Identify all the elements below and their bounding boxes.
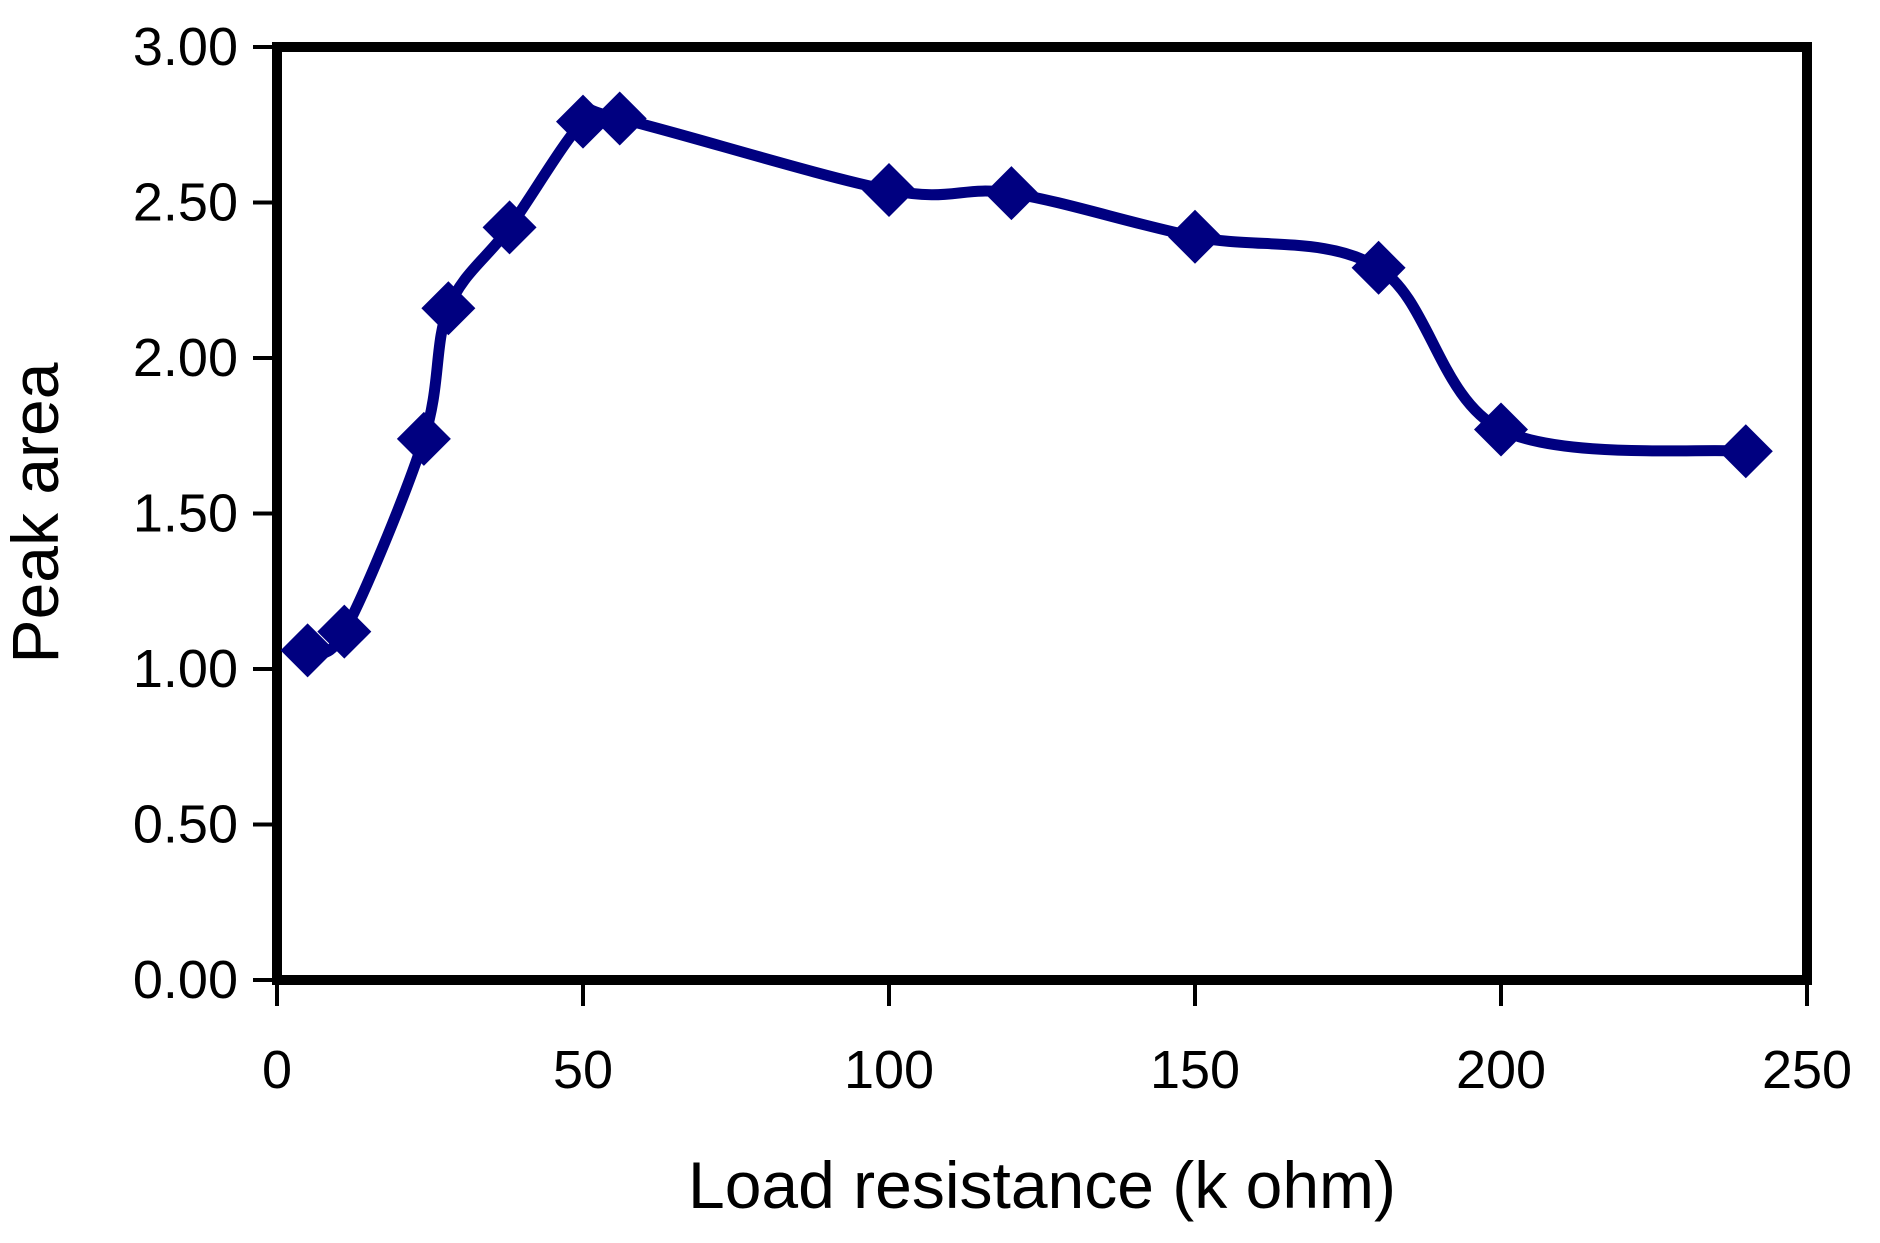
x-tick-label: 50 [553,1040,613,1100]
data-point-marker [1718,424,1773,479]
y-tick-label: 0.00 [133,950,238,1010]
data-point-marker [984,166,1039,221]
y-tick-label: 1.00 [133,639,238,699]
data-point-marker [482,200,537,255]
x-axis-title: Load resistance (k ohm) [688,1148,1396,1222]
y-tick-label: 2.50 [133,173,238,233]
y-tick-label: 0.50 [133,795,238,855]
data-point-marker [1168,209,1222,264]
y-axis-title: Peak area [0,362,72,663]
data-point-marker [1351,240,1406,295]
data-point-marker [556,94,610,149]
data-point-marker [421,281,476,336]
x-tick-label: 100 [844,1040,934,1100]
data-point-marker [317,604,372,659]
x-tick-label: 0 [262,1040,292,1100]
data-point-marker [862,163,916,218]
x-tick-label: 200 [1456,1040,1546,1100]
data-point-marker [1474,402,1528,457]
plot-border [272,42,1812,985]
x-tick-label: 250 [1762,1040,1852,1100]
data-point-marker [280,623,335,678]
y-tick-label: 1.50 [133,484,238,544]
data-point-marker [396,411,451,466]
y-tick-label: 3.00 [133,17,238,77]
plot-area: 0.00 0.50 1.00 1.50 2.00 2.50 3.00 0 50 100 150 200… [133,17,1852,1100]
y-tick-label: 2.00 [133,328,238,388]
data-point-marker [592,91,647,146]
x-tick-label: 150 [1150,1040,1240,1100]
